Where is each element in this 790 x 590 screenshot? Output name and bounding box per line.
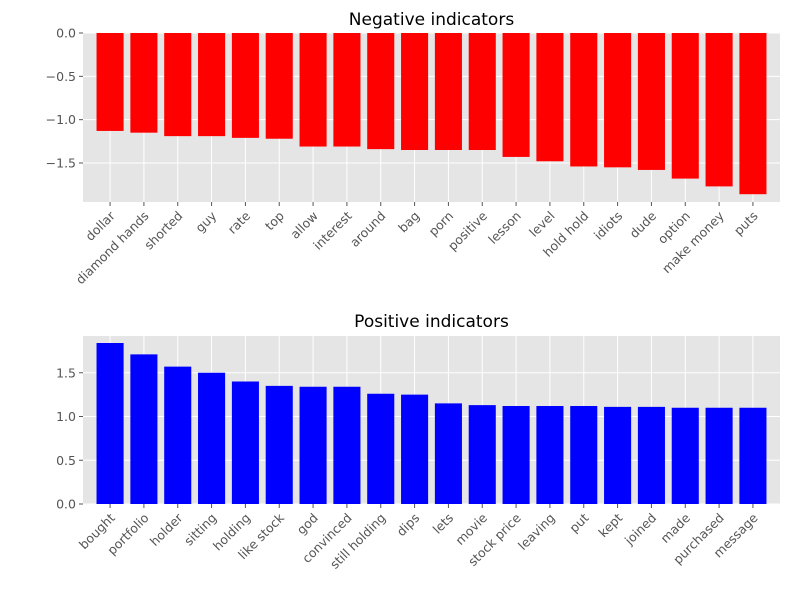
x-tick-label: leaving [515,510,558,553]
bar-holding [231,381,259,504]
bar-top [265,33,293,139]
bar-movie [468,405,496,504]
y-tick-label: 0.5 [56,453,76,468]
x-tick-label: idiots [591,208,626,243]
bar-sitting [198,372,226,504]
x-tick-label: top [262,208,287,233]
x-tick-label: kept [595,510,625,540]
positive-indicators-chart: 0.00.51.01.5boughtportfolioholdersitting… [56,312,780,572]
x-tick-label: porn [425,208,456,239]
bar-shorted [164,33,192,137]
x-tick-label: holder [147,510,186,549]
bar-still-holding [367,393,395,504]
bar-god [299,386,327,504]
x-tick-label: lesson [485,208,524,247]
bar-positive [468,33,496,150]
bar-diamond-hands [130,33,158,133]
x-tick-label: dips [393,510,422,539]
y-tick-label: −1.0 [46,112,76,127]
x-tick-label: guy [192,208,219,235]
bar-porn [434,33,462,150]
bar-bought [96,343,124,504]
bar-holder [164,366,192,504]
bar-kept [604,406,632,504]
bar-put [570,406,598,504]
x-tick-label: lets [430,510,457,537]
y-tick-label: 1.0 [56,409,76,424]
bar-lets [434,403,462,504]
y-tick-label: 0.0 [56,26,76,41]
x-tick-label: puts [731,208,761,238]
x-tick-label: rate [225,208,254,237]
bar-leaving [536,406,564,504]
x-tick-label: god [294,510,321,537]
bar-made [671,407,699,504]
bar-rate [231,33,259,138]
bar-portfolio [130,354,158,504]
bar-option [671,33,699,179]
bar-lesson [502,33,530,157]
chart-title: Positive indicators [354,312,509,332]
bar-joined [637,406,665,504]
bar-convinced [333,386,361,504]
bar-dollar [96,33,124,131]
bar-make-money [705,33,733,187]
bar-allow [299,33,327,147]
bar-dude [637,33,665,170]
bar-around [367,33,395,150]
bar-purchased [705,407,733,504]
bar-stock-price [502,406,530,504]
bar-hold-hold [570,33,598,167]
y-tick-label: −0.5 [46,69,76,84]
bar-dips [401,394,429,504]
x-tick-label: shorted [141,208,185,252]
y-tick-label: 1.5 [56,365,76,380]
y-tick-label: 0.0 [56,497,76,512]
x-tick-label: put [566,510,591,535]
chart-title: Negative indicators [349,10,515,30]
bar-idiots [604,33,632,168]
bar-bag [401,33,429,150]
y-tick-label: −1.5 [46,156,76,171]
x-tick-label: around [347,208,389,250]
bar-guy [198,33,226,137]
bar-level [536,33,564,162]
x-tick-label: bag [395,208,422,235]
bar-message [739,407,767,504]
bar-puts [739,33,767,195]
x-tick-label: joined [621,510,659,548]
bar-like-stock [265,385,293,504]
bar-interest [333,33,361,147]
